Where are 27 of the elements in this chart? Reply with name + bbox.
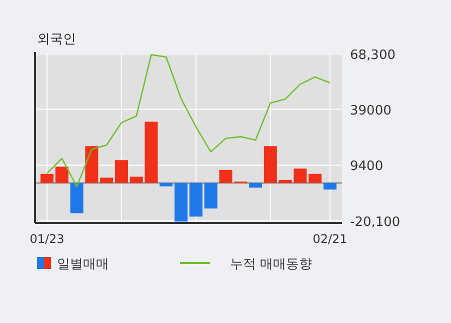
bar (174, 182, 188, 222)
bar (204, 182, 218, 208)
bar (85, 146, 98, 183)
x-tick-label: 02/21 (312, 232, 348, 246)
bar (100, 178, 114, 183)
chart-title: 외국인 (37, 32, 76, 47)
bar (264, 146, 277, 183)
bar (55, 166, 68, 183)
legend-label: 일별매매 (57, 257, 109, 272)
bar (189, 182, 202, 217)
y-tick-label: -20,100 (350, 214, 400, 230)
x-tick-label: 01/23 (30, 232, 64, 246)
bar (308, 174, 322, 183)
bar (40, 174, 54, 183)
line-series (46, 54, 331, 188)
bar (160, 182, 173, 186)
y-tick-label: 68,300 (350, 48, 396, 63)
bar (144, 122, 158, 183)
bar (219, 170, 232, 183)
y-tick-label: 39000 (350, 103, 392, 118)
legend-label: 누적 매매동향 (230, 257, 312, 272)
bar (114, 160, 128, 183)
bar (324, 182, 336, 190)
bar (249, 182, 262, 188)
bar (70, 182, 84, 214)
y-tick-label: 9400 (350, 159, 384, 174)
bar (130, 176, 143, 183)
